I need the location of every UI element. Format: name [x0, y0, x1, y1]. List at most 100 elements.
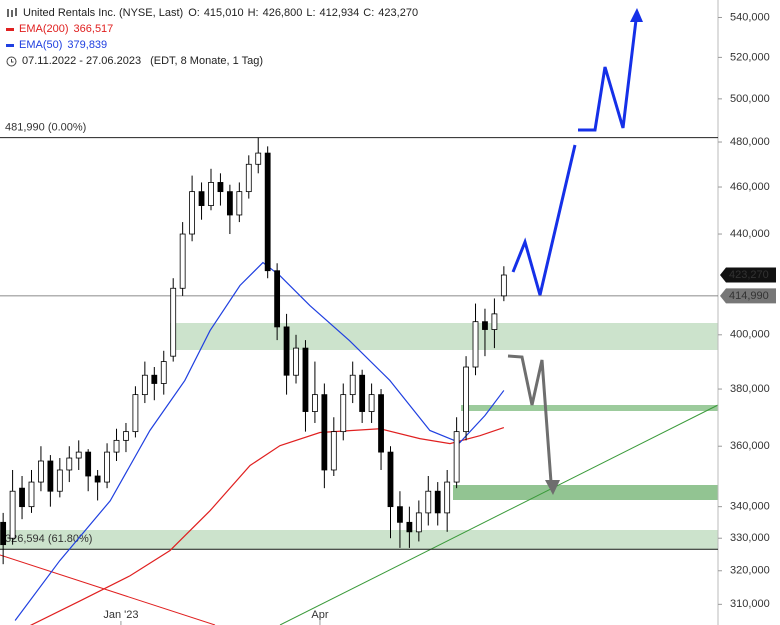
candle-body	[255, 152, 262, 165]
ohlc-key: O:	[188, 7, 200, 19]
ohlc-value: 412,934	[319, 7, 360, 19]
y-tick-label: 400,000	[730, 329, 770, 341]
legend: United Rentals Inc. (NYSE, Last) O: 415,0…	[6, 5, 418, 69]
y-tick-label: 310,000	[730, 598, 770, 610]
icon	[7, 8, 17, 17]
ohlc-key: L:	[306, 7, 316, 19]
candle-body	[340, 394, 347, 433]
y-tick-label: 330,000	[730, 532, 770, 544]
ticker-title: United Rentals Inc. (NYSE, Last)	[23, 7, 184, 19]
candle-body	[472, 321, 479, 368]
price-marker	[720, 267, 776, 283]
candle-body	[444, 481, 451, 514]
price-marker-label: 414,990	[729, 290, 769, 302]
legend-swatch	[6, 27, 14, 31]
y-tick-label: 520,000	[730, 51, 770, 63]
ohlc-key: C:	[363, 7, 375, 19]
y-tick-label: 320,000	[730, 565, 770, 577]
support-zone	[453, 485, 718, 500]
candle-body	[415, 512, 422, 533]
candle-body	[85, 451, 92, 477]
candle-body	[113, 439, 120, 453]
icon	[6, 56, 17, 66]
level-label: 481,990 (0.00%)	[5, 122, 86, 134]
candle-body	[47, 460, 54, 492]
candle-body	[38, 460, 44, 483]
candle-body	[283, 326, 290, 376]
candle-body	[330, 431, 337, 471]
candle-body	[245, 163, 252, 193]
candle-body	[94, 475, 101, 483]
ohlc-key: H:	[247, 7, 259, 19]
y-tick-label: 440,000	[730, 228, 770, 240]
candle-body	[463, 366, 469, 433]
y-tick-label: 340,000	[730, 501, 770, 513]
candle-body	[274, 270, 281, 328]
y-tick-label: 480,000	[730, 136, 770, 148]
candle-body	[19, 487, 25, 508]
candle-body	[123, 431, 129, 441]
x-tick-label: Jan '23	[103, 609, 138, 621]
candle-body	[66, 457, 73, 471]
ohlc-value: 426,800	[262, 7, 303, 19]
legend-row: United Rentals Inc. (NYSE, Last) O: 415,0…	[6, 5, 418, 21]
candle-body	[312, 394, 318, 412]
candle-body	[198, 191, 205, 206]
candle-body	[482, 321, 488, 330]
projection-arrow	[511, 144, 577, 296]
legend-row: EMA(200) 366,517	[6, 21, 418, 37]
candle-body	[264, 152, 271, 272]
candle-body	[208, 182, 214, 206]
arrow-head	[545, 480, 560, 495]
legend-value: 379,839	[67, 39, 108, 51]
candle-body	[104, 451, 110, 483]
candle-body	[500, 274, 507, 297]
candle-body	[368, 394, 375, 412]
candle-body	[406, 521, 413, 533]
candle-body	[425, 490, 432, 514]
candle-body	[56, 469, 63, 492]
candle-body	[170, 287, 177, 357]
candle-body	[132, 394, 139, 433]
legend-value: 366,517	[73, 23, 114, 35]
period-note: (EDT, 8 Monate, 1 Tag)	[150, 55, 263, 67]
price-marker	[720, 288, 776, 304]
candle-body	[9, 490, 16, 539]
candle-body	[75, 451, 82, 459]
candle-body	[387, 451, 394, 508]
y-tick-label: 500,000	[730, 93, 770, 105]
indicator-line	[14, 261, 505, 621]
candle-body	[217, 182, 224, 193]
candle-body	[179, 233, 186, 289]
projection-arrow	[507, 354, 553, 483]
y-tick-label: 460,000	[730, 181, 770, 193]
legend-row: 07.11.2022 - 27.06.2023 (EDT, 8 Monate, …	[6, 53, 418, 69]
candle-body	[236, 191, 243, 216]
period: 07.11.2022 - 27.06.2023	[22, 55, 142, 67]
arrow-head	[630, 8, 643, 22]
candle-body	[453, 431, 460, 483]
y-tick-label: 540,000	[730, 11, 770, 23]
candle-body	[0, 521, 7, 546]
trendline	[0, 554, 216, 625]
candle-body	[491, 313, 498, 330]
trendline	[279, 404, 719, 625]
candle-body	[302, 347, 309, 412]
candle-body	[189, 191, 195, 235]
x-tick-label: Apr	[311, 609, 328, 621]
legend-row: EMA(50) 379,839	[6, 37, 418, 53]
ohlc: O: 415,010 H: 426,800 L: 412,934 C: 423,270	[188, 5, 418, 21]
candle-body	[434, 490, 441, 514]
legend-label: EMA(200)	[19, 23, 69, 35]
legend-swatch	[6, 43, 14, 47]
candle-body	[151, 374, 158, 384]
candle-body	[349, 374, 356, 396]
legend-label: EMA(50)	[19, 39, 63, 51]
indicator-line	[29, 427, 505, 625]
candle-body	[378, 394, 384, 453]
candle-body	[293, 347, 299, 376]
y-tick-label: 360,000	[730, 440, 770, 452]
ohlc-value: 423,270	[378, 7, 419, 19]
